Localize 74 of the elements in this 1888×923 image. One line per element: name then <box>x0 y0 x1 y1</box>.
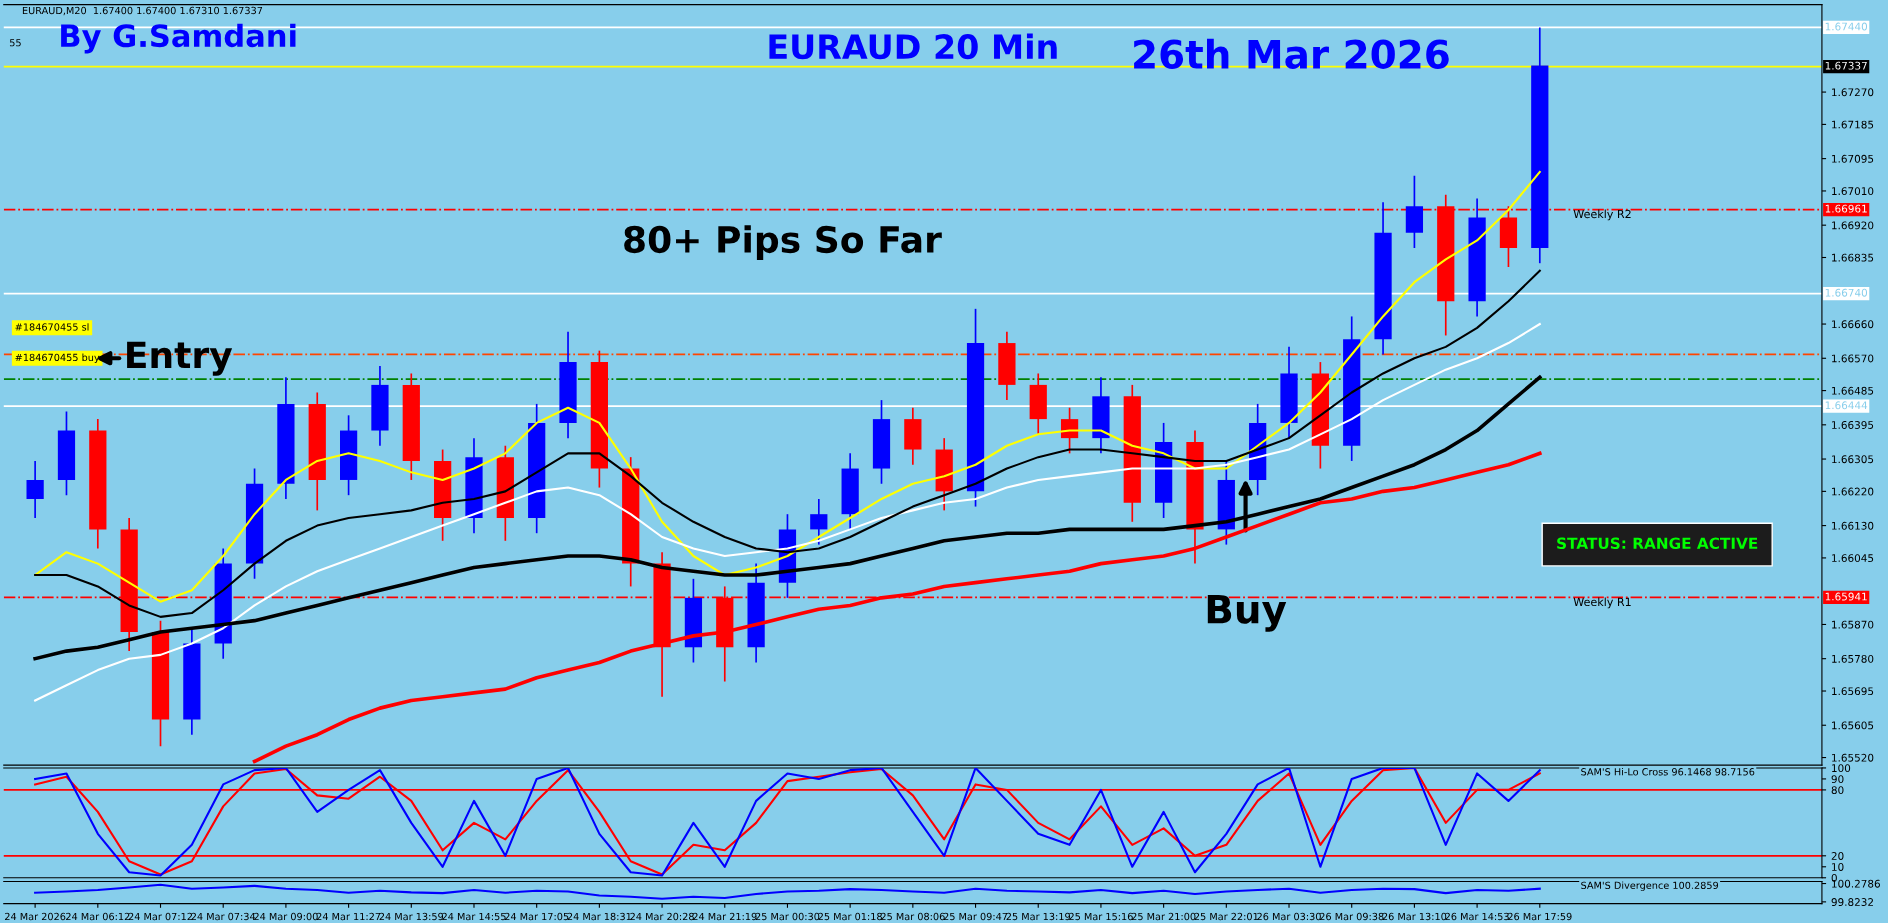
ref-line-label: 1.67440 <box>1825 22 1868 31</box>
x-tick-label: 24 Mar 14:55 <box>442 912 506 921</box>
annotation: 55 <box>9 39 21 47</box>
y-tick-label: 1.67270 <box>1832 88 1874 97</box>
y-tick-label: 99.8232 <box>1831 898 1873 906</box>
y-tick-label: 1.65870 <box>1832 620 1874 629</box>
y-tick-label: 1.65605 <box>1832 721 1874 730</box>
annotation: #184670455 sl <box>15 323 89 331</box>
y-tick-label: 1.67010 <box>1832 187 1874 196</box>
x-tick-label: 26 Mar 13:10 <box>1382 912 1447 921</box>
x-tick-label: 24 Mar 17:05 <box>504 912 569 921</box>
annotation: 80+ Pips So Far <box>624 225 942 261</box>
y-tick-label: 80 <box>1831 786 1844 795</box>
text: SAM'S Divergence 100.2859 <box>1581 881 1719 891</box>
x-tick-label: 24 Mar 07:34 <box>191 912 256 921</box>
y-tick-label: 1.66570 <box>1832 354 1874 363</box>
line-series <box>34 883 1541 900</box>
x-tick-label: 24 Mar 21:19 <box>693 912 757 921</box>
y-tick-label: 1.66485 <box>1832 386 1874 395</box>
x-tick-label: 26 Mar 03:30 <box>1257 912 1321 921</box>
x-tick-label: 25 Mar 13:19 <box>1006 912 1071 921</box>
x-tick-label: 24 Mar 18:31 <box>567 912 631 921</box>
y-tick-label: 1.65780 <box>1832 654 1874 663</box>
chart-subtitle: EURAUD,M20 1.67400 1.67400 1.67310 1.67337 <box>22 6 263 16</box>
x-tick-label: 26 Mar 17:59 <box>1508 912 1572 921</box>
text: STATUS: RANGE ACTIVE <box>1557 537 1758 550</box>
y-tick-label: 10 <box>1832 863 1844 871</box>
annotation: #184670455 buy <box>15 353 100 363</box>
x-tick-label: 25 Mar 01:18 <box>818 912 882 921</box>
x-tick-label: 24 Mar 13:59 <box>379 912 444 921</box>
ref-line-label: 1.65941 <box>1825 592 1867 601</box>
y-tick-label: 1.66220 <box>1832 487 1874 496</box>
x-tick-label: 24 Mar 11:27 <box>316 912 381 921</box>
text: SAM'S Hi-Lo Cross 96.1468 98.7156 <box>1581 767 1755 776</box>
annotation: Buy <box>1207 594 1287 632</box>
y-tick-label: 1.66660 <box>1832 320 1874 329</box>
y-tick-label: 1.67185 <box>1832 120 1874 129</box>
x-tick-label: 26 Mar 14:53 <box>1445 912 1509 921</box>
x-tick-label: 25 Mar 08:06 <box>881 912 945 921</box>
x-tick-label: 24 Mar 20:28 <box>630 912 694 921</box>
line-series <box>33 375 1542 661</box>
text: EURAUD 20 Min <box>769 33 1057 60</box>
y-tick-label: 1.65520 <box>1832 753 1874 762</box>
x-tick-label: 24 Mar 06:12 <box>66 912 130 921</box>
annotation: By G.Samdani <box>61 23 296 54</box>
ref-line-label: 1.66444 <box>1825 401 1868 410</box>
x-tick-label: 24 Mar 09:00 <box>254 912 318 921</box>
y-tick-label: 1.65695 <box>1832 687 1874 696</box>
x-tick-label: 25 Mar 22:01 <box>1194 912 1258 921</box>
y-tick-label: 20 <box>1831 852 1844 860</box>
ref-line-label: 1.67337 <box>1825 61 1867 70</box>
y-tick-label: 1.66920 <box>1832 221 1874 230</box>
y-tick-label: 1.66835 <box>1832 253 1874 262</box>
ref-line-label: 1.66740 <box>1825 288 1868 297</box>
annotation: Weekly R2 <box>1573 209 1631 221</box>
y-tick-label: 1.66395 <box>1832 421 1874 429</box>
annotation: 26th Mar 2026 <box>1134 38 1449 69</box>
x-tick-label: 25 Mar 09:47 <box>943 912 1008 921</box>
x-tick-label: 25 Mar 21:00 <box>1131 912 1196 921</box>
x-tick-label: 25 Mar 15:16 <box>1069 912 1133 921</box>
candlestick <box>26 460 44 519</box>
x-tick-label: 25 Mar 00:30 <box>755 912 820 921</box>
ref-line-label: 1.66961 <box>1825 204 1867 213</box>
candlestick <box>810 498 828 546</box>
x-tick-label: 26 Mar 09:38 <box>1319 912 1384 921</box>
x-tick-label: 24 Mar 07:12 <box>128 912 192 921</box>
y-tick-label: 1.66305 <box>1832 455 1874 464</box>
x-tick-label: 24 Mar 2026 <box>5 912 66 921</box>
y-tick-label: 1.66130 <box>1832 521 1874 530</box>
y-tick-label: 90 <box>1831 775 1844 784</box>
y-tick-label: 1.66045 <box>1832 554 1874 563</box>
y-tick-label: 100 <box>1832 764 1851 773</box>
annotation: Weekly R1 <box>1573 597 1631 609</box>
y-tick-label: 1.67095 <box>1832 154 1874 163</box>
